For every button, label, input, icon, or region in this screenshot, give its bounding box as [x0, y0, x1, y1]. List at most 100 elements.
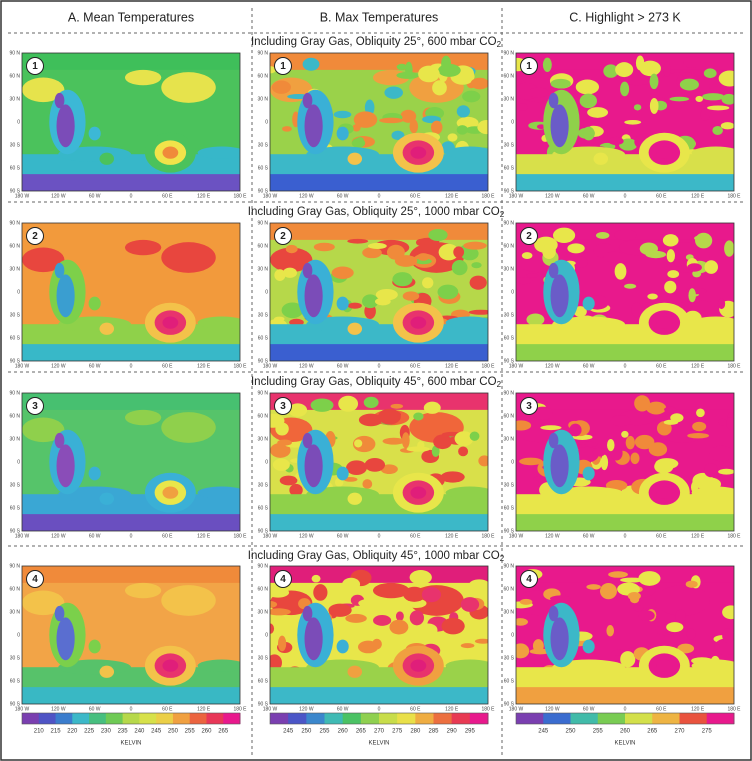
map-body	[264, 53, 496, 191]
colorbar-segment	[361, 713, 380, 724]
map-region	[722, 628, 734, 643]
map-region	[620, 82, 629, 97]
lon-label: 60 W	[583, 363, 595, 369]
lat-label: 30 S	[504, 312, 515, 318]
map-region	[718, 419, 726, 425]
lon-label: 120 E	[445, 706, 459, 712]
map-region	[587, 107, 608, 118]
lat-label: 30 S	[10, 655, 21, 661]
map-region	[348, 323, 363, 335]
map-region	[348, 153, 363, 165]
map-region	[670, 97, 690, 102]
lat-label: 0	[17, 632, 20, 638]
lat-label: 60 S	[258, 335, 269, 341]
colorbar-label: KELVIN	[369, 741, 390, 747]
colorbar-tick-label: 295	[465, 729, 476, 735]
lon-label: 60 W	[89, 533, 101, 539]
colorbar-tick-label: 250	[168, 729, 179, 735]
map-region	[469, 579, 489, 590]
lat-label: 0	[17, 289, 20, 295]
lat-label: 60 N	[503, 73, 514, 79]
lat-label: 30 S	[258, 142, 269, 148]
lon-label: 60 W	[583, 193, 595, 199]
colorbar-segment	[288, 713, 307, 724]
map-region	[702, 93, 724, 100]
map-region	[303, 433, 313, 448]
colorbar-segment	[190, 713, 207, 724]
map-region	[358, 599, 376, 607]
map-region	[161, 72, 216, 103]
map-region	[666, 622, 683, 632]
map: 90 N60 N30 N030 S60 S90 S180 W120 W60 W0…	[257, 563, 497, 712]
map-region	[516, 174, 734, 191]
map-region	[57, 617, 75, 660]
map-region	[686, 581, 698, 588]
colorbar-segment	[598, 713, 626, 724]
map-region	[161, 585, 216, 616]
map-region	[368, 243, 387, 249]
map-region	[198, 317, 246, 329]
map-region	[692, 660, 740, 672]
lat-label: 60 S	[258, 165, 269, 171]
map-region	[685, 288, 707, 295]
lat-label: 90 N	[257, 563, 268, 569]
map-region	[687, 433, 709, 438]
lon-label: 180 E	[727, 706, 741, 712]
row-title-text: Including Gray Gas, Obliquity 25°, 600 m…	[251, 36, 497, 48]
colorbar-segment	[434, 713, 453, 724]
row-title-text: Including Gray Gas, Obliquity 45°, 1000 …	[248, 550, 500, 562]
lon-label: 60 W	[89, 706, 101, 712]
map-region	[533, 639, 544, 652]
map-body	[262, 393, 494, 531]
colorbar-segment	[139, 713, 156, 724]
colorbar-segment	[325, 713, 344, 724]
map-region	[57, 274, 75, 317]
map-region	[645, 251, 666, 258]
map-region	[692, 301, 715, 312]
map-region	[22, 53, 240, 70]
map-region	[282, 126, 292, 132]
colorbar-segment	[173, 713, 190, 724]
map-region	[543, 58, 552, 72]
panel-number: 2	[280, 231, 286, 242]
lon-label: 0	[378, 533, 381, 539]
map-region	[667, 249, 675, 262]
map-region	[100, 493, 115, 505]
lat-label: 90 N	[257, 390, 268, 396]
map-region	[433, 435, 452, 450]
map: 90 N60 N30 N030 S60 S90 S180 W120 W60 W0…	[503, 50, 741, 199]
lon-label: 60 E	[162, 533, 173, 539]
lat-label: 60 N	[503, 243, 514, 249]
colorbar-segment	[123, 713, 140, 724]
lat-label: 30 S	[10, 312, 21, 318]
map-region	[22, 223, 240, 240]
map-region	[392, 272, 412, 286]
lat-label: 30 N	[9, 266, 20, 272]
map-region	[551, 274, 569, 317]
map-region	[551, 104, 569, 147]
lat-label: 0	[265, 459, 268, 465]
map-region	[338, 396, 358, 412]
map: 90 N60 N30 N030 S60 S90 S180 W120 W60 W0…	[257, 390, 495, 539]
lon-label: 120 W	[299, 533, 314, 539]
map-region	[303, 606, 313, 621]
map-region	[314, 243, 335, 251]
map-region	[692, 317, 740, 329]
lon-label: 60 E	[656, 363, 667, 369]
map-region	[471, 262, 481, 268]
colorbar-tick-label: 265	[218, 729, 229, 735]
map-region	[100, 153, 115, 165]
row-title-subscript: 2	[497, 380, 502, 389]
map-region	[305, 617, 323, 660]
lat-label: 30 N	[257, 436, 268, 442]
map-region	[22, 687, 240, 704]
map-region	[628, 592, 641, 600]
lat-label: 60 S	[504, 505, 515, 511]
map-region	[576, 80, 599, 95]
map-region	[441, 56, 451, 72]
map-body	[263, 566, 497, 704]
colorbar-tick-label: 240	[134, 729, 145, 735]
colorbar-tick-label: 255	[319, 729, 330, 735]
